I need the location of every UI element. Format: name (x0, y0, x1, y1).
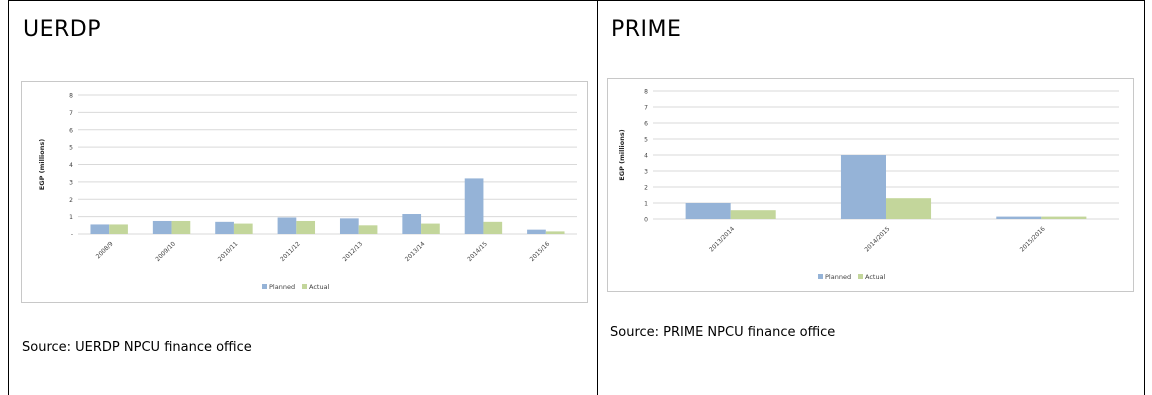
bar-actual (421, 223, 440, 234)
legend-swatch (858, 274, 863, 279)
x-tick-label: 2014/2015 (863, 225, 891, 253)
x-tick-label: 2011/12 (279, 240, 302, 263)
x-tick-label: 2014/15 (466, 240, 489, 263)
bar-actual (886, 198, 932, 219)
y-tick-label: 7 (644, 105, 648, 112)
bar-planned (152, 220, 172, 234)
x-tick-label: 2015/16 (529, 240, 552, 263)
y-tick-label: - (71, 232, 73, 239)
bar-planned (527, 229, 546, 234)
y-tick-label: 8 (644, 89, 648, 96)
uerdp-cell: UERDP - 1 2 3 4 5 6 7 8 EGP (millions) 2008/9 2009/… (8, 1, 598, 395)
bar-actual (358, 225, 378, 234)
y-tick-label: 3 (644, 169, 648, 176)
bar-actual (483, 221, 503, 234)
bar-actual (730, 210, 776, 219)
bar-planned (277, 217, 297, 234)
legend-swatch (262, 284, 267, 289)
bar-planned (90, 224, 110, 234)
prime-bar-chart: 0 1 2 3 4 5 6 7 8 EGP (millions) 2013/2014 2014/201… (618, 89, 1119, 281)
legend-entry: Actual (309, 283, 330, 291)
x-tick-label: 2012/13 (342, 240, 365, 263)
y-tick-label: 6 (69, 127, 73, 134)
bar-actual (233, 223, 253, 234)
prime-cell: PRIME 0 1 2 3 4 5 6 7 8 EGP (millions) 2013/2014 20… (597, 1, 1145, 395)
source-note: Source: UERDP NPCU finance office (22, 340, 252, 355)
x-tick-label: 2013/2014 (708, 225, 736, 253)
bar-planned (464, 178, 484, 234)
legend-swatch (818, 274, 823, 279)
bar-planned (402, 214, 422, 234)
legend-entry: Actual (865, 273, 886, 281)
legend-entry: Planned (269, 283, 295, 291)
panel-title: UERDP (23, 17, 101, 42)
uerdp-bar-chart: - 1 2 3 4 5 6 7 8 EGP (millions) 2008/9 2009/10 2010… (38, 93, 577, 291)
y-tick-label: 1 (644, 201, 648, 208)
bar-planned (339, 218, 359, 234)
y-tick-label: 4 (644, 153, 648, 160)
prime-chart-frame: 0 1 2 3 4 5 6 7 8 EGP (millions) 2013/2014 2014/201… (607, 78, 1134, 292)
x-tick-label: 2015/2016 (1019, 225, 1047, 253)
bar-planned (996, 216, 1042, 219)
x-tick-label: 2013/14 (404, 240, 427, 263)
bar-planned (685, 203, 731, 219)
source-note: Source: PRIME NPCU finance office (610, 325, 836, 340)
bar-actual (171, 220, 191, 234)
y-tick-label: 8 (69, 93, 73, 100)
legend-swatch (302, 284, 307, 289)
bar-actual (1041, 216, 1087, 219)
x-tick-label: 2008/9 (95, 240, 115, 260)
x-tick-label: 2009/10 (154, 240, 177, 263)
y-tick-label: 2 (69, 197, 73, 204)
bar-actual (109, 224, 128, 234)
comparison-table: UERDP - 1 2 3 4 5 6 7 8 EGP (millions) 2008/9 2009/… (8, 0, 1145, 395)
y-tick-label: 3 (69, 179, 73, 186)
uerdp-chart-frame: - 1 2 3 4 5 6 7 8 EGP (millions) 2008/9 2009/10 2010… (21, 81, 588, 303)
y-tick-label: 5 (69, 145, 73, 152)
y-axis-label: EGP (millions) (38, 139, 46, 190)
legend-entry: Planned (825, 273, 851, 281)
y-tick-label: 4 (69, 162, 73, 169)
y-tick-label: 2 (644, 185, 648, 192)
bar-actual (296, 220, 316, 234)
bar-planned (215, 221, 234, 234)
x-tick-label: 2010/11 (217, 240, 240, 263)
y-tick-label: 5 (644, 137, 648, 144)
y-tick-label: 0 (644, 217, 648, 224)
y-axis-label: EGP (millions) (618, 129, 626, 180)
y-tick-label: 7 (69, 110, 73, 117)
y-tick-label: 6 (644, 121, 648, 128)
panel-title: PRIME (611, 17, 682, 42)
bar-planned (840, 155, 886, 219)
y-tick-label: 1 (69, 214, 73, 221)
bar-actual (545, 231, 565, 234)
